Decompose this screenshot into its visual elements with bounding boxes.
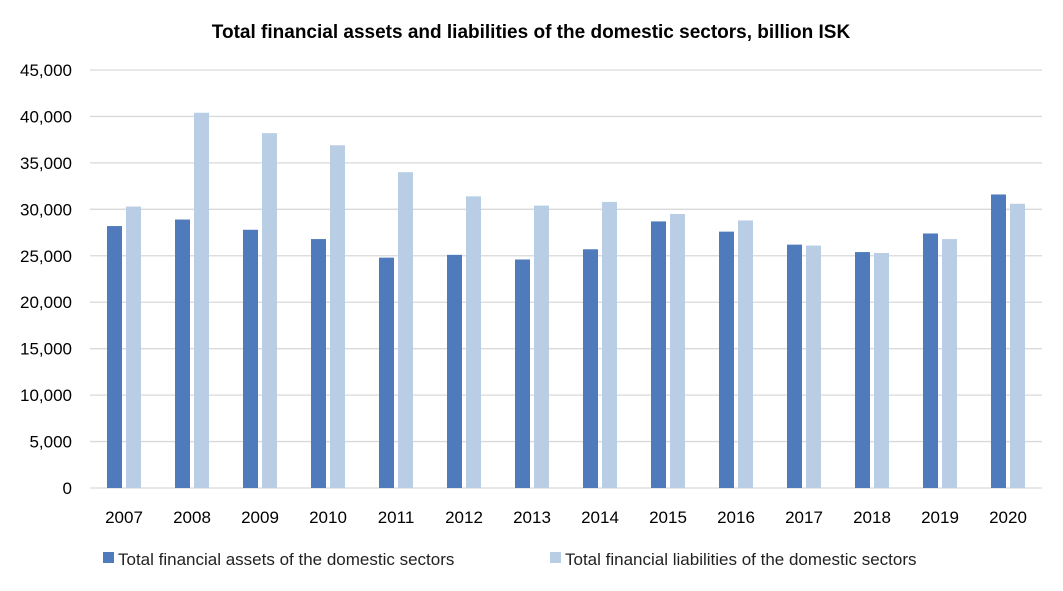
x-tick-label: 2011 bbox=[378, 508, 415, 527]
assets-bar-2009 bbox=[243, 229, 258, 488]
y-axis-tick-labels: 0 5,000 10,000 15,000 20,000 25,000 30,000 35,0… bbox=[20, 61, 72, 498]
x-tick-label: 2015 bbox=[649, 508, 687, 527]
y-tick-label: 45,000 bbox=[20, 61, 72, 80]
y-tick-label: 30,000 bbox=[20, 200, 72, 219]
liabilities-bar-2014 bbox=[602, 201, 617, 488]
liabilities-bar-2017 bbox=[806, 245, 821, 488]
liabilities-bar-2016 bbox=[738, 220, 753, 489]
liabilities-bar-2018 bbox=[874, 252, 889, 488]
x-tick-label: 2008 bbox=[173, 508, 211, 527]
liabilities-bar-2007 bbox=[126, 206, 141, 488]
x-tick-label: 2009 bbox=[241, 508, 279, 527]
x-tick-label: 2013 bbox=[513, 508, 551, 527]
liabilities-bar-2009 bbox=[262, 133, 277, 489]
assets-bar-2007 bbox=[107, 226, 122, 488]
assets-bar-2015 bbox=[651, 221, 666, 489]
x-tick-label: 2018 bbox=[853, 508, 891, 527]
chart-title: Total financial assets and liabilities o… bbox=[212, 22, 851, 43]
liabilities-bar-2008 bbox=[194, 112, 209, 489]
x-tick-label: 2007 bbox=[105, 508, 143, 527]
x-tick-label: 2010 bbox=[309, 508, 347, 527]
x-tick-label: 2016 bbox=[717, 508, 755, 527]
x-axis-tick-labels: 2007 2008 2009 2010 2011 2012 2013 2014 2015 2016… bbox=[105, 508, 1027, 527]
assets-bar-2012 bbox=[447, 254, 462, 488]
gridlines bbox=[90, 69, 1042, 489]
liabilities-bar-2010 bbox=[330, 145, 345, 489]
legend-label-liabilities: Total financial liabilities of the domes… bbox=[565, 550, 917, 569]
x-tick-label: 2012 bbox=[445, 508, 483, 527]
x-tick-label: 2020 bbox=[989, 508, 1027, 527]
y-tick-label: 5,000 bbox=[29, 433, 72, 452]
x-tick-label: 2017 bbox=[785, 508, 823, 527]
assets-bar-2017 bbox=[787, 244, 802, 488]
liabilities-bar-2013 bbox=[534, 205, 549, 488]
liabilities-bar-2020 bbox=[1010, 203, 1025, 488]
y-tick-label: 10,000 bbox=[20, 386, 72, 405]
y-tick-label: 35,000 bbox=[20, 154, 72, 173]
legend-label-assets: Total financial assets of the domestic s… bbox=[118, 550, 454, 569]
liabilities-bar-2019 bbox=[942, 239, 957, 488]
y-tick-label: 40,000 bbox=[20, 107, 72, 126]
liabilities-bar-2015 bbox=[670, 213, 685, 488]
assets-bar-2016 bbox=[719, 231, 734, 489]
y-tick-label: 20,000 bbox=[20, 293, 72, 312]
assets-bar-2019 bbox=[923, 233, 938, 488]
legend-swatch-assets bbox=[103, 552, 114, 563]
assets-bar-2020 bbox=[991, 194, 1006, 488]
x-tick-label: 2014 bbox=[581, 508, 619, 527]
x-tick-label: 2019 bbox=[921, 508, 959, 527]
y-tick-label: 0 bbox=[63, 479, 72, 498]
y-tick-label: 25,000 bbox=[20, 247, 72, 266]
legend: Total financial assets of the domestic s… bbox=[103, 550, 917, 569]
legend-swatch-liabilities bbox=[550, 552, 561, 563]
assets-bar-2013 bbox=[515, 259, 530, 488]
bars bbox=[107, 112, 1025, 489]
y-tick-label: 15,000 bbox=[20, 340, 72, 359]
assets-bar-2008 bbox=[175, 219, 190, 488]
assets-bar-2011 bbox=[379, 257, 394, 488]
liabilities-bar-2012 bbox=[466, 196, 481, 488]
assets-bar-2018 bbox=[855, 252, 870, 488]
assets-bar-2014 bbox=[583, 249, 598, 488]
assets-bar-2010 bbox=[311, 239, 326, 488]
liabilities-bar-2011 bbox=[398, 172, 413, 488]
